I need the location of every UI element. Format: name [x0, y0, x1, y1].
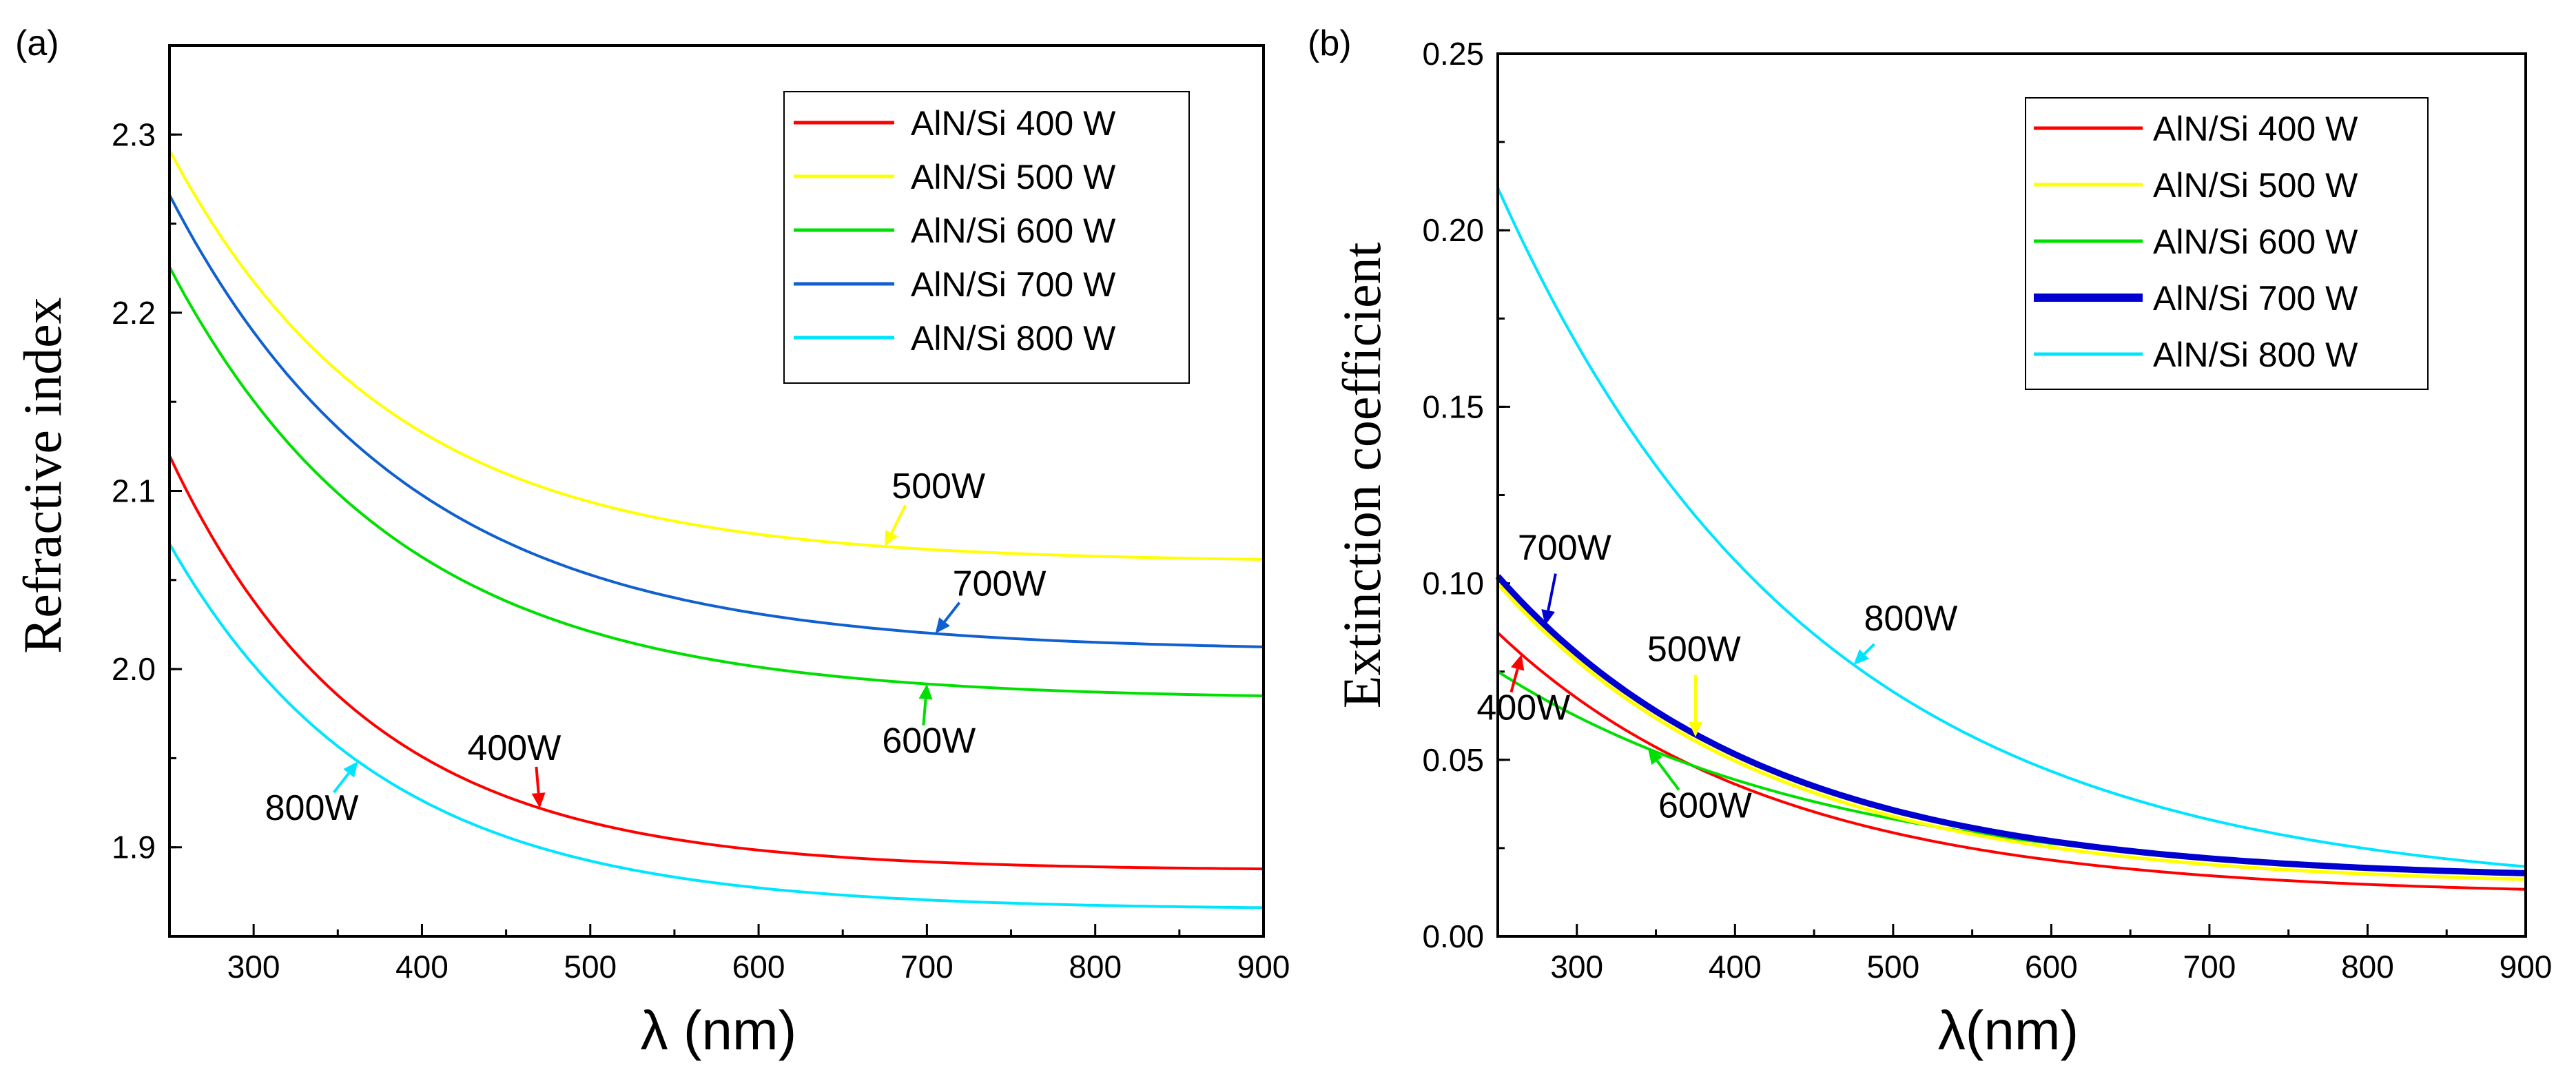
series-line-1 — [168, 149, 1264, 561]
panel-b: (b) Extinction coefficient λ(nm) 300 400 5… — [1308, 23, 2552, 1061]
annotation-label: 500W — [1647, 630, 1741, 670]
series-line-2 — [1496, 670, 2526, 876]
y-tick-label: 1.9 — [112, 830, 156, 865]
panel-b-label: (b) — [1308, 23, 1352, 63]
annotation-arrow-line — [535, 766, 540, 794]
annotation-arrow-line — [890, 504, 907, 534]
panel-a-xlabel: λ (nm) — [641, 1000, 797, 1061]
annotation-arrow-line — [1656, 759, 1680, 791]
panel-a-label: (a) — [15, 23, 59, 63]
y-tick-label: 0.25 — [1422, 36, 1484, 72]
x-tick-label-800: 800 — [2341, 949, 2394, 985]
y-tick-label: 2.2 — [112, 295, 156, 331]
panel-b-ylabel: Extinction coefficient — [1332, 242, 1392, 708]
annotation-label: 800W — [1864, 599, 1957, 639]
series-line-3 — [1495, 574, 2526, 876]
annotation-label: 800W — [265, 788, 359, 828]
annotation-arrow-head — [1853, 649, 1870, 665]
annotation-label: 700W — [1518, 528, 1611, 568]
x-tick-label-700: 700 — [900, 949, 954, 985]
annotation-arrow-line — [1509, 668, 1519, 693]
x-tick-label-400: 400 — [395, 949, 449, 985]
annotation-arrow-head — [343, 761, 358, 778]
annotation-label: 500W — [892, 466, 985, 506]
y-tick-label: 0.10 — [1422, 566, 1484, 601]
annotation-arrow-head — [918, 683, 933, 700]
annotation-arrow-head — [935, 617, 951, 634]
legend-entry-0: AlN/Si 400 W — [2153, 110, 2358, 148]
panel-b-annotations: 700W 400W 500W 600W 800W — [1476, 528, 1957, 826]
panel-b-legend: AlN/Si 400 W AlN/Si 500 W AlN/Si 600 W AlN/… — [2025, 97, 2429, 390]
annotation-arrow-head — [531, 792, 546, 808]
y-tick-label: 2.1 — [112, 473, 156, 509]
x-tick-label-800: 800 — [1069, 949, 1122, 985]
annotation-arrow-head — [1541, 609, 1555, 626]
y-tick-label: 0.20 — [1422, 212, 1484, 248]
panel-a-ylabel: Refractive index — [12, 297, 72, 654]
annotation-label: 600W — [1658, 786, 1752, 826]
x-tick-label-600: 600 — [2025, 949, 2078, 985]
panel-a: (a) Refractive index λ (nm) 300 400 500 600… — [12, 23, 1290, 1061]
y-tick-label: 2.0 — [112, 651, 156, 687]
annotation-label: 400W — [1476, 688, 1570, 728]
y-tick-label: 0.00 — [1422, 918, 1484, 954]
panel-a-annotations: 500W 700W 600W 400W 800W — [265, 466, 1047, 828]
x-tick-label-600: 600 — [732, 949, 785, 985]
panel-b-xlabel: λ(nm) — [1938, 1000, 2079, 1061]
x-tick-label-500: 500 — [1866, 949, 1919, 985]
x-tick-label-700: 700 — [2183, 949, 2236, 985]
annotation-arrow-head — [1510, 654, 1525, 671]
series-line-4 — [168, 543, 1264, 909]
legend-entry-3: AlN/Si 700 W — [2153, 279, 2358, 318]
annotation-arrow-line — [943, 601, 961, 623]
annotation-label: 400W — [467, 728, 561, 768]
x-tick-label-300: 300 — [1550, 949, 1603, 985]
panel-a-ticks: 300 400 500 600 700 800 900 1.9 2.0 2.1 2.2 2.3 — [112, 44, 1290, 985]
panel-a-curves — [168, 149, 1264, 909]
annotation-arrow-line — [1547, 573, 1557, 611]
y-tick-label: 2.3 — [112, 116, 156, 152]
series-line-2 — [168, 266, 1264, 697]
annotation-arrow-head — [1688, 721, 1702, 737]
annotation-arrow-line — [922, 699, 927, 726]
panel-b-frame — [1496, 52, 2527, 938]
series-line-highlight — [1496, 582, 2526, 881]
y-tick-label: 0.05 — [1422, 742, 1484, 778]
legend-entry-4: AlN/Si 800 W — [911, 319, 1116, 358]
legend-entry-0: AlN/Si 400 W — [911, 104, 1116, 143]
panel-a-legend: AlN/Si 400 W AlN/Si 500 W AlN/Si 600 W AlN/… — [783, 91, 1190, 384]
x-tick-label-900: 900 — [2500, 949, 2553, 985]
annotation-arrow-head — [1648, 748, 1663, 765]
series-line-3 — [168, 194, 1264, 648]
series-line-4 — [1496, 187, 2526, 868]
legend-entry-1: AlN/Si 500 W — [911, 158, 1116, 196]
legend-entry-2: AlN/Si 600 W — [2153, 223, 2358, 261]
x-tick-label-300: 300 — [227, 949, 280, 985]
x-tick-label-900: 900 — [1237, 949, 1290, 985]
annotation-label: 600W — [882, 721, 976, 761]
annotation-arrow-line — [1863, 643, 1875, 655]
legend-entry-1: AlN/Si 500 W — [2153, 166, 2358, 205]
y-tick-label: 0.15 — [1422, 389, 1484, 424]
annotation-arrow-head — [885, 530, 898, 547]
legend-entry-3: AlN/Si 700 W — [911, 265, 1116, 304]
annotation-label: 700W — [953, 564, 1047, 604]
series-line-1 — [1496, 579, 2526, 876]
panel-b-legend-box — [2025, 97, 2429, 390]
legend-entry-4: AlN/Si 800 W — [2153, 336, 2358, 374]
panel-b-curves — [1495, 187, 2526, 891]
annotation-arrow-line — [333, 772, 350, 794]
series-line-0 — [168, 455, 1264, 871]
panel-a-frame — [168, 44, 1265, 938]
series-line-0 — [1496, 631, 2526, 891]
x-tick-label-400: 400 — [1709, 949, 1762, 985]
panel-a-legend-box — [783, 91, 1190, 384]
x-tick-label-500: 500 — [564, 949, 617, 985]
legend-entry-2: AlN/Si 600 W — [911, 212, 1116, 250]
